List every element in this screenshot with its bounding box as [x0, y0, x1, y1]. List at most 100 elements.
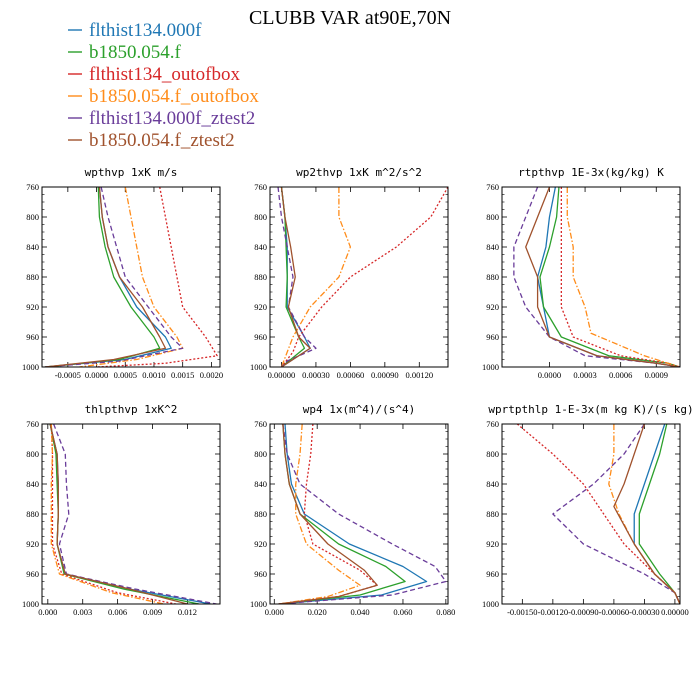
y-tick-label: 960 [26, 569, 39, 579]
panel-title: rtpthvp 1E-3x(kg/kg) K [518, 166, 664, 179]
x-tick-label: -0.00060 [599, 607, 629, 617]
x-tick-label: 0.0009 [645, 370, 668, 380]
x-tick-label: 0.00090 [371, 370, 399, 380]
series-line [566, 187, 680, 367]
x-tick-label: 0.006 [108, 607, 127, 617]
legend-label: b1850.054.f_outofbox [89, 86, 259, 107]
series-line [280, 187, 311, 367]
y-tick-label: 760 [26, 419, 39, 429]
series-group [278, 424, 447, 604]
panel-frame [501, 186, 681, 368]
x-tick-label: 0.0010 [142, 370, 165, 380]
panel-title: wp4 1x(m^4)/(s^4) [303, 403, 416, 416]
y-tick-label: 1000 [482, 362, 499, 372]
x-tick-label: 0.000 [265, 607, 284, 617]
y-tick-label: 840 [26, 242, 39, 252]
y-tick-label: 800 [486, 212, 499, 222]
legend-label: b1850.054.f [89, 42, 182, 63]
y-tick-label: 920 [254, 302, 267, 312]
x-tick-label: 0.0015 [171, 370, 194, 380]
panel-frame [269, 186, 449, 368]
y-tick-label: 880 [254, 509, 267, 519]
y-tick-label: 840 [26, 479, 39, 489]
y-tick-label: 760 [486, 419, 499, 429]
y-tick-label: 920 [26, 539, 39, 549]
panel-frame [41, 186, 221, 368]
series-line [278, 424, 378, 604]
series-line [280, 187, 352, 367]
y-tick-label: 760 [254, 182, 267, 192]
y-tick-label: 840 [254, 242, 267, 252]
y-tick-label: 840 [486, 479, 499, 489]
series-line [280, 187, 306, 367]
y-tick-label: 840 [486, 242, 499, 252]
y-tick-label: 800 [254, 449, 267, 459]
panel: thlpthvp 1xK^276080084088092096010000.00… [22, 403, 221, 617]
y-tick-label: 1000 [250, 599, 267, 609]
series-line [536, 187, 680, 367]
series-group [513, 187, 680, 367]
series-line [96, 187, 218, 367]
legend-label: flthist134.000f [89, 20, 202, 41]
series-group [516, 424, 680, 604]
series-line [278, 424, 361, 604]
x-tick-label: 0.0006 [609, 370, 632, 380]
panel: wp2thvp 1xK m^2/s^2 760 800 840 880 920 960 100… [250, 166, 449, 380]
y-tick-label: 880 [26, 509, 39, 519]
legend-label: b1850.054.f_ztest2 [89, 130, 235, 151]
x-tick-label: 0.00120 [405, 370, 433, 380]
series-line [53, 424, 217, 604]
x-tick-label: 0.009 [143, 607, 162, 617]
x-tick-label: 0.00000 [661, 607, 689, 617]
series-line [278, 424, 447, 604]
panel-title: wprtpthlp 1-E-3x(m kg K)/(s kg) [488, 403, 693, 416]
y-tick-label: 920 [254, 539, 267, 549]
y-tick-label: 760 [486, 182, 499, 192]
y-tick-label: 960 [486, 332, 499, 342]
panel-title: wpthvp 1xK m/s [85, 166, 178, 179]
y-tick-label: 960 [254, 332, 267, 342]
x-tick-label: -0.00090 [568, 607, 598, 617]
y-tick-label: 1000 [22, 362, 39, 372]
y-tick-label: 800 [26, 212, 39, 222]
series-line [525, 187, 680, 367]
series-line [79, 187, 184, 367]
x-tick-label: 0.0000 [538, 370, 561, 380]
y-tick-label: 1000 [22, 599, 39, 609]
panel-frame [501, 423, 681, 605]
x-tick-label: 0.040 [351, 607, 370, 617]
y-tick-label: 760 [26, 182, 39, 192]
panel-title: wp2thvp 1xK m^2/s^2 [296, 166, 422, 179]
series-line [44, 187, 172, 367]
series-line [44, 187, 184, 367]
series-line [608, 424, 680, 604]
y-tick-label: 800 [254, 212, 267, 222]
x-tick-label: 0.060 [393, 607, 412, 617]
y-tick-label: 800 [26, 449, 39, 459]
x-tick-label: 0.000 [38, 607, 57, 617]
y-tick-label: 840 [254, 479, 267, 489]
series-line [49, 424, 188, 604]
legend-entry: flthist134.000f [68, 20, 202, 41]
panel-frame [269, 423, 449, 605]
legend-entry: b1850.054.f_ztest2 [68, 130, 235, 151]
legend-entry: flthist134_outofbox [68, 64, 240, 85]
x-tick-label: -0.00120 [538, 607, 568, 617]
legend: flthist134.000fb1850.054.fflthist134_out… [68, 20, 259, 151]
y-tick-label: 920 [486, 539, 499, 549]
x-tick-label: 0.080 [436, 607, 455, 617]
y-tick-label: 960 [486, 569, 499, 579]
panel: wprtpthlp 1-E-3x(m kg K)/(s kg) 760 800 840… [482, 403, 694, 617]
y-tick-label: 880 [486, 509, 499, 519]
panels: wpthvp 1xK m/s 760 800 840 880 920 960 1000 -0.0… [22, 166, 694, 617]
legend-entry: b1850.054.f_outofbox [68, 86, 259, 107]
series-line [613, 424, 680, 604]
x-tick-label: 0.012 [178, 607, 197, 617]
series-line [50, 424, 165, 604]
y-tick-label: 880 [486, 272, 499, 282]
panel-title: thlpthvp 1xK^2 [85, 403, 178, 416]
legend-entry: flthist134.000f_ztest2 [68, 108, 255, 129]
x-tick-label: 0.00060 [337, 370, 365, 380]
series-group [44, 187, 218, 367]
